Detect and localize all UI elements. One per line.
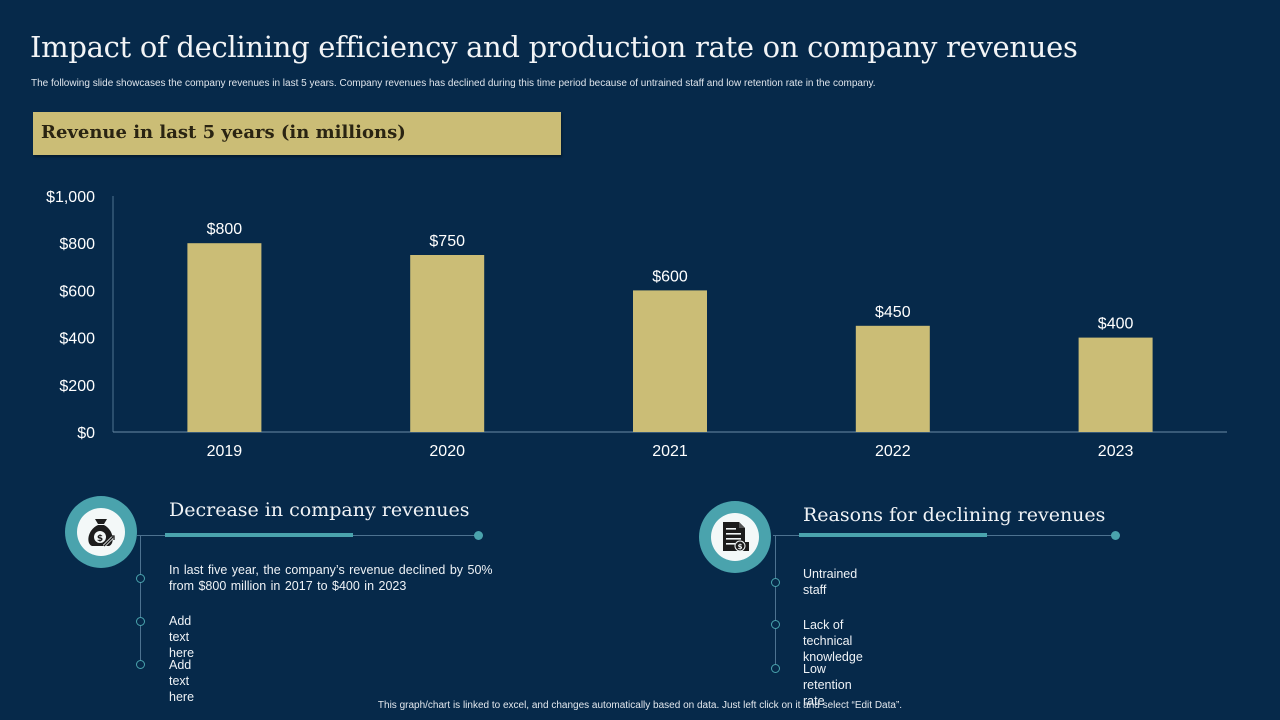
x-tick-label: 2020 [429, 443, 465, 460]
right-header-dot [1111, 531, 1120, 540]
left-header-dot [474, 531, 483, 540]
revenue-bar-chart[interactable]: $0 $200 $400 $600 $800 $1,000 $800 $750 $600 $45… [0, 180, 1280, 470]
slide-title: Impact of declining efficiency and produ… [30, 30, 1078, 64]
bullet-icon [771, 578, 780, 587]
bullet-icon [136, 617, 145, 626]
data-label: $750 [429, 233, 465, 250]
reason-item-3: Low retention rate [803, 662, 852, 708]
money-bag-growth-icon: $ [88, 519, 115, 548]
footer-note: This graph/chart is linked to excel, and… [377, 700, 903, 711]
bar-2022[interactable] [855, 325, 930, 432]
x-tick-label: 2021 [652, 443, 688, 460]
y-tick-label: $0 [77, 425, 95, 442]
left-item-2[interactable]: Add text here [169, 614, 195, 660]
bullet-icon [771, 620, 780, 629]
reason-item-2: Lack of technical knowledge [803, 618, 863, 664]
left-header-bar [165, 533, 353, 537]
bullet-icon [136, 574, 145, 583]
bar-2019[interactable] [187, 243, 262, 432]
x-tick-label: 2023 [1098, 443, 1134, 460]
left-item-3[interactable]: Add text here [169, 658, 195, 704]
x-tick-label: 2022 [875, 443, 911, 460]
bar-2020[interactable] [410, 255, 485, 432]
document-icon-badge: $ [699, 501, 771, 573]
data-label: $800 [207, 221, 243, 238]
bullet-icon [771, 664, 780, 673]
y-tick-label: $800 [59, 236, 95, 253]
y-tick-label: $600 [59, 283, 95, 300]
data-label: $400 [1098, 316, 1134, 333]
x-tick-label: 2019 [207, 443, 243, 460]
document-dollar-icon: $ [723, 522, 749, 552]
reasons-title: Reasons for declining revenues [803, 504, 1106, 526]
reason-item-1: Untrained staff [803, 567, 858, 597]
y-tick-label: $200 [59, 378, 95, 395]
bar-2021[interactable] [633, 290, 707, 432]
y-tick-label: $1,000 [46, 189, 95, 206]
svg-text:$: $ [97, 534, 103, 544]
bar-2023[interactable] [1078, 337, 1153, 432]
slide-subtitle: The following slide showcases the compan… [31, 78, 876, 89]
bullet-icon [136, 660, 145, 669]
data-label: $450 [875, 304, 911, 321]
y-tick-label: $400 [59, 331, 95, 348]
data-label: $600 [652, 268, 688, 285]
right-timeline-line [775, 535, 776, 670]
chart-section-title: Revenue in last 5 years (in millions) [41, 122, 406, 143]
decrease-revenues-title: Decrease in company revenues [169, 499, 470, 521]
left-item-1: In last five year, the company’s revenue… [169, 563, 493, 593]
money-bag-icon-badge: $ [65, 496, 137, 568]
svg-text:$: $ [738, 543, 743, 551]
chart-section-banner: Revenue in last 5 years (in millions) [33, 112, 561, 155]
right-header-bar [799, 533, 987, 537]
left-timeline-line [140, 535, 141, 665]
